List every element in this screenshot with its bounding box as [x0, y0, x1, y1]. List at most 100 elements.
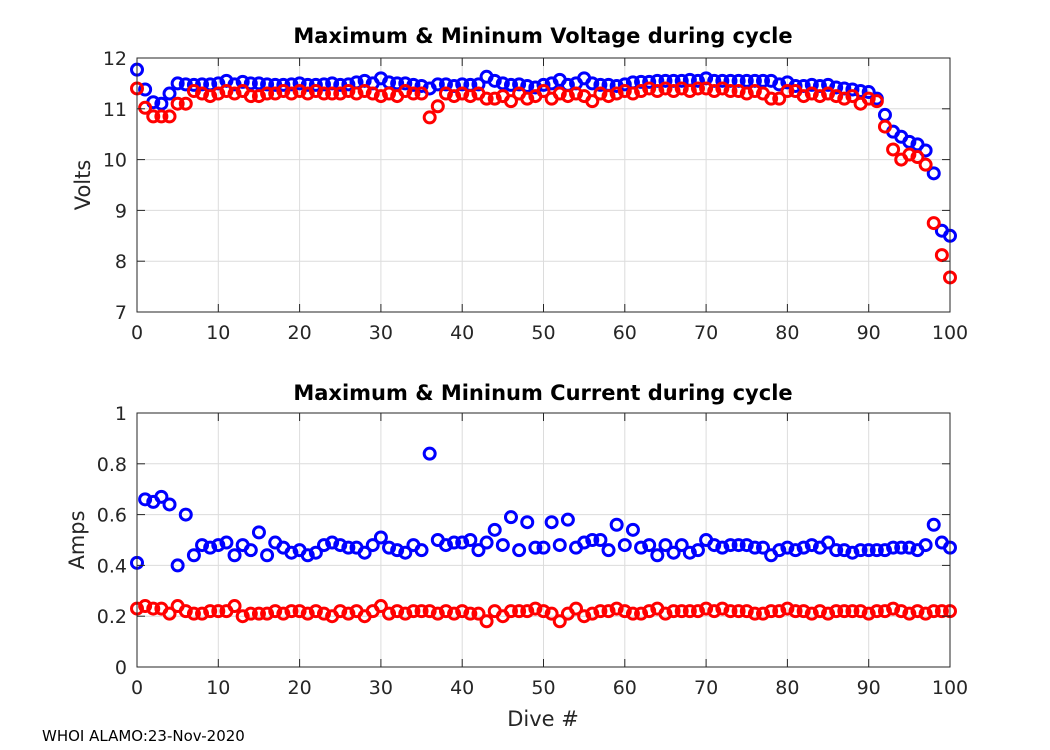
voltage-maximum-point [414, 78, 429, 93]
current-maximum-point [642, 538, 657, 553]
voltage-minimum-point [146, 109, 161, 124]
current-chart-title: Maximum & Mininum Current during cycle [293, 381, 792, 405]
voltage-minimum-point [601, 89, 616, 104]
voltage-maximum-point [430, 77, 445, 92]
current-x-axis-label: Dive # [507, 707, 579, 731]
current-maximum-point [414, 543, 429, 558]
voltage-minimum-point [438, 86, 453, 101]
voltage-maximum-point [861, 85, 876, 100]
voltage-maximum-point [756, 73, 771, 88]
voltage-minimum-point [715, 81, 730, 96]
current-maximum-point [625, 522, 640, 537]
current-minimum-point [243, 606, 258, 621]
current-minimum-point [178, 604, 193, 619]
voltage-maximum-point [658, 73, 673, 88]
current-minimum-point [625, 606, 640, 621]
current-minimum-point [837, 604, 852, 619]
current-minimum-point [642, 604, 657, 619]
current-minimum-point [406, 604, 421, 619]
current-maximum-point [821, 535, 836, 550]
current-y-tick-label: 0.4 [97, 555, 127, 577]
voltage-minimum-point [585, 94, 600, 109]
current-x-tick-label: 60 [613, 677, 637, 699]
current-maximum-point [747, 540, 762, 555]
current-minimum-point [333, 604, 348, 619]
voltage-minimum-point [479, 91, 494, 106]
current-maximum-point [796, 540, 811, 555]
voltage-minimum-point [276, 84, 291, 99]
voltage-maximum-point [739, 73, 754, 88]
current-minimum-point [300, 606, 315, 621]
current-minimum-point [861, 606, 876, 621]
voltage-minimum-point [731, 84, 746, 99]
current-maximum-point [520, 515, 535, 530]
voltage-minimum-point [154, 109, 169, 124]
voltage-minimum-point [682, 84, 697, 99]
voltage-minimum-point [203, 89, 218, 104]
current-minimum-point [918, 606, 933, 621]
current-maximum-point [390, 543, 405, 558]
current-maximum-point [479, 535, 494, 550]
voltage-ticks: 0 10 20 30 40 50 60 70 80 90 100 7 8 9 10 11 12 [103, 48, 968, 344]
current-minimum-point [877, 604, 892, 619]
voltage-y-tick-label: 10 [103, 150, 127, 172]
voltage-minimum-point [520, 91, 535, 106]
current-maximum-point [170, 558, 185, 573]
voltage-minimum-point [300, 86, 315, 101]
voltage-minimum-point [804, 86, 819, 101]
current-maximum-point [682, 545, 697, 560]
current-maximum-point [382, 540, 397, 555]
voltage-minimum-point [382, 86, 397, 101]
current-maximum-point [690, 543, 705, 558]
current-x-tick-label: 70 [694, 677, 718, 699]
current-minimum-point [422, 604, 437, 619]
current-maximum-point [447, 535, 462, 550]
voltage-maximum-point [495, 76, 510, 91]
current-maximum-point [528, 540, 543, 555]
voltage-minimum-point [536, 84, 551, 99]
current-minimum-point [162, 606, 177, 621]
voltage-maximum-point [471, 77, 486, 92]
voltage-minimum-point [829, 89, 844, 104]
current-minimum-point [747, 606, 762, 621]
current-maximum-point [593, 533, 608, 547]
voltage-minimum-point [162, 109, 177, 124]
voltage-minimum-point [699, 81, 714, 96]
current-maximum-point [674, 538, 689, 553]
voltage-minimum-point [251, 89, 266, 104]
voltage-minimum-point [690, 81, 705, 96]
voltage-maximum-point [845, 82, 860, 97]
voltage-maximum-point [227, 77, 242, 92]
voltage-maximum-point [642, 74, 657, 89]
voltage-minimum-point [316, 86, 331, 101]
voltage-minimum-point [796, 89, 811, 104]
current-series-maximum [130, 446, 957, 573]
voltage-minimum-point [869, 94, 884, 109]
voltage-minimum-point [463, 89, 478, 104]
current-minimum-point [211, 604, 226, 619]
voltage-maximum-point [341, 77, 356, 92]
current-minimum-point [203, 604, 218, 619]
voltage-maximum-point [715, 73, 730, 88]
voltage-minimum-point [333, 86, 348, 101]
current-minimum-point [812, 604, 827, 619]
voltage-minimum-point [243, 89, 258, 104]
current-maximum-point [926, 517, 941, 532]
current-minimum-point [528, 601, 543, 616]
current-maximum-point [869, 543, 884, 558]
current-maximum-point [251, 525, 266, 540]
voltage-maximum-point [585, 76, 600, 91]
current-minimum-point [308, 604, 323, 619]
current-y-axis-label: Amps [65, 510, 89, 569]
voltage-minimum-point [170, 96, 185, 111]
current-minimum-point [764, 604, 779, 619]
voltage-minimum-point [926, 216, 941, 231]
voltage-maximum-point [195, 77, 210, 92]
current-maximum-point [707, 538, 722, 553]
current-minimum-point [284, 604, 299, 619]
voltage-minimum-point [373, 89, 388, 104]
voltage-minimum-point [634, 84, 649, 99]
current-minimum-point [520, 604, 535, 619]
current-minimum-point [138, 599, 153, 614]
voltage-maximum-point [536, 77, 551, 92]
